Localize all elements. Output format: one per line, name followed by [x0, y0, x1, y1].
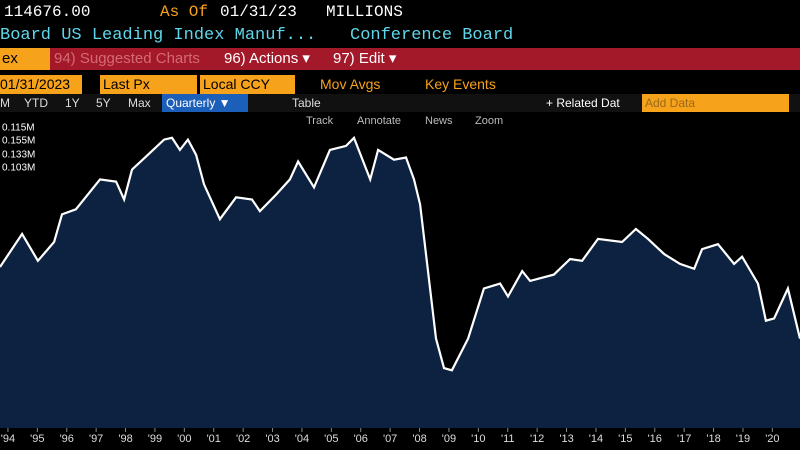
tool[interactable]: Track — [306, 115, 334, 127]
source: Conference Board — [350, 26, 514, 45]
range-row: M YTD 1Y 5Y Max Quarterly ▼ Table + Rela… — [0, 94, 800, 112]
x-tick-label: '07 — [383, 433, 397, 445]
line — [0, 135, 800, 372]
date-field[interactable]: 01/31/2023 — [0, 75, 82, 94]
field-select[interactable]: Last Px — [100, 75, 197, 94]
x-tick-label: '17 — [677, 433, 691, 445]
add-data[interactable]: Add Data — [642, 94, 789, 112]
range-button[interactable]: M — [0, 96, 10, 110]
x-tick-label: '03 — [265, 433, 279, 445]
x-tick-label: '10 — [471, 433, 485, 445]
x-tick-label: '05 — [324, 433, 338, 445]
x-tick-label: '06 — [354, 433, 368, 445]
x-tick-label: '20 — [765, 433, 779, 445]
currency-select[interactable]: Local CCY — [200, 75, 295, 94]
x-tick-label: '18 — [706, 433, 720, 445]
legend-entry: 0.103M — [2, 163, 35, 174]
x-tick-label: '11 — [501, 433, 515, 445]
x-tick-label: '12 — [530, 433, 544, 445]
x-tick-label: '02 — [236, 433, 250, 445]
title-row: Board US Leading Index Manuf... Conferen… — [0, 24, 800, 48]
x-tick-label: '13 — [559, 433, 573, 445]
key-events[interactable]: Key Events — [425, 76, 496, 92]
suggested-charts[interactable]: 94) Suggested Charts — [54, 50, 200, 67]
x-axis-band — [0, 428, 800, 450]
x-tick-label: '01 — [207, 433, 221, 445]
edit[interactable]: 97) Edit ▾ — [333, 50, 397, 67]
table-button[interactable]: Table — [292, 96, 321, 110]
index-box[interactable]: ex — [0, 48, 50, 70]
related-data[interactable]: + Related Dat — [546, 96, 620, 110]
x-tick-label: '19 — [736, 433, 750, 445]
units: MILLIONS — [326, 3, 403, 21]
x-tick-label: '04 — [295, 433, 309, 445]
last-price: 114676.00 — [4, 3, 91, 21]
mov-avgs[interactable]: Mov Avgs — [320, 76, 381, 92]
x-tick-label: '96 — [60, 433, 74, 445]
legend-entry: 0.133M — [2, 150, 35, 161]
tool[interactable]: News — [425, 115, 453, 127]
x-tick-label: '99 — [148, 433, 162, 445]
x-tick-label: '15 — [618, 433, 632, 445]
area — [0, 137, 800, 429]
range-button[interactable]: Max — [128, 96, 151, 110]
chart: Track Annotate News Zoom 0.115M 0.155M 0… — [0, 115, 800, 450]
menu-bar: ex 94) Suggested Charts 96) Actions ▾ 97… — [0, 48, 800, 70]
range-button[interactable]: YTD — [24, 96, 48, 110]
x-tick-label: '94 — [1, 433, 15, 445]
legend-entry: 0.115M — [2, 123, 35, 134]
controls-row: 01/31/2023 Last Px Local CCY Mov Avgs Ke… — [0, 75, 800, 94]
range-button[interactable]: 5Y — [96, 96, 111, 110]
tool[interactable]: Annotate — [357, 115, 401, 127]
header-row: 114676.00 As Of 01/31/23 MILLIONS — [0, 0, 800, 24]
tool[interactable]: Zoom — [475, 115, 503, 127]
x-tick-label: '95 — [30, 433, 44, 445]
x-tick-label: '16 — [648, 433, 662, 445]
x-tick-label: '09 — [442, 433, 456, 445]
x-tick-label: '14 — [589, 433, 603, 445]
range-button[interactable]: 1Y — [65, 96, 80, 110]
security: Board US Leading Index Manuf... — [0, 26, 317, 45]
legend-entry: 0.155M — [2, 136, 35, 147]
x-tick-label: '97 — [89, 433, 103, 445]
actions[interactable]: 96) Actions ▾ — [224, 50, 310, 67]
x-tick-label: '98 — [118, 433, 132, 445]
period-select[interactable]: Quarterly ▼ — [162, 94, 248, 112]
as-of-date: 01/31/23 — [220, 3, 297, 21]
x-tick-label: '00 — [177, 433, 191, 445]
as-of-label: As Of — [160, 3, 209, 21]
x-tick-label: '08 — [412, 433, 426, 445]
